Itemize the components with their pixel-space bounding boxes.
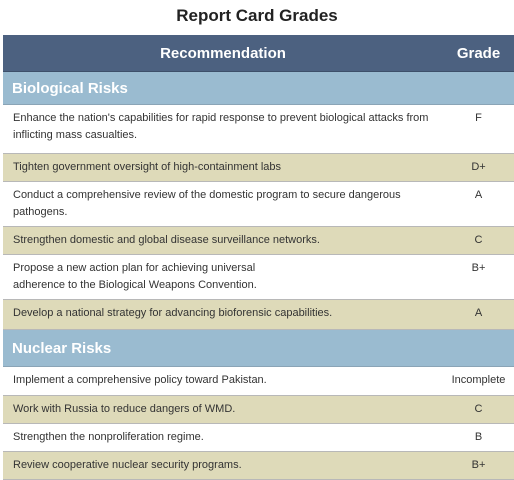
table-row: Tighten government oversight of high-con… [3,154,514,182]
recommendation-text: Develop a national strategy for advancin… [13,307,333,319]
table-row: Enhance the nation's capabilities for ra… [3,105,514,154]
recommendation-text: Tighten government oversight of high-con… [13,161,282,173]
grade-cell: B [474,431,483,443]
recommendation-text: Review cooperative nuclear security prog… [13,459,242,471]
recommendation-text: Implement a comprehensive policy toward … [13,374,267,386]
table-row: Strengthen domestic and global disease s… [3,227,514,255]
section-heading: Biological Risks [3,72,514,105]
recommendation-text: Strengthen the nonproliferation regime. [13,431,204,443]
header-cell: Grade [456,45,501,62]
recommendation-text: Work with Russia to reduce dangers of WM… [13,403,236,415]
table-header: Recommendation Grade [3,35,514,72]
page-title: Report Card Grades [176,6,338,25]
table-row: Review cooperative nuclear security prog… [3,452,514,480]
grade-cell: A [474,189,483,201]
recommendation-text: Conduct a comprehensive review of the do… [13,189,401,218]
grade-cell: B+ [471,459,486,471]
grade-cell: D+ [471,161,486,173]
recommendation-text: Strengthen domestic and global disease s… [13,234,320,246]
recommendation-text: Propose a new action plan for achieving … [13,262,257,291]
table-row: Strengthen the nonproliferation regime. B [3,424,514,452]
grade-cell: C [474,403,483,415]
table-row: Work with Russia to reduce dangers of WM… [3,396,514,424]
table-row: Conduct a comprehensive review of the do… [3,182,514,227]
header-cell: Recommendation [160,45,286,62]
table-row: Develop a national strategy for advancin… [3,300,514,330]
grade-table: Recommendation Grade Biological Risks Enh… [3,35,514,480]
grade-cell: F [475,112,482,124]
table-row: Propose a new action plan for achieving … [3,255,514,300]
grade-cell: A [474,307,483,319]
table-row: Implement a comprehensive policy toward … [3,367,514,396]
grade-cell: Incomplete [451,374,506,386]
grade-cell: C [474,234,483,246]
recommendation-text: Enhance the nation's capabilities for ra… [13,112,429,141]
section-heading: Nuclear Risks [3,330,514,367]
grade-cell: B+ [471,262,486,274]
